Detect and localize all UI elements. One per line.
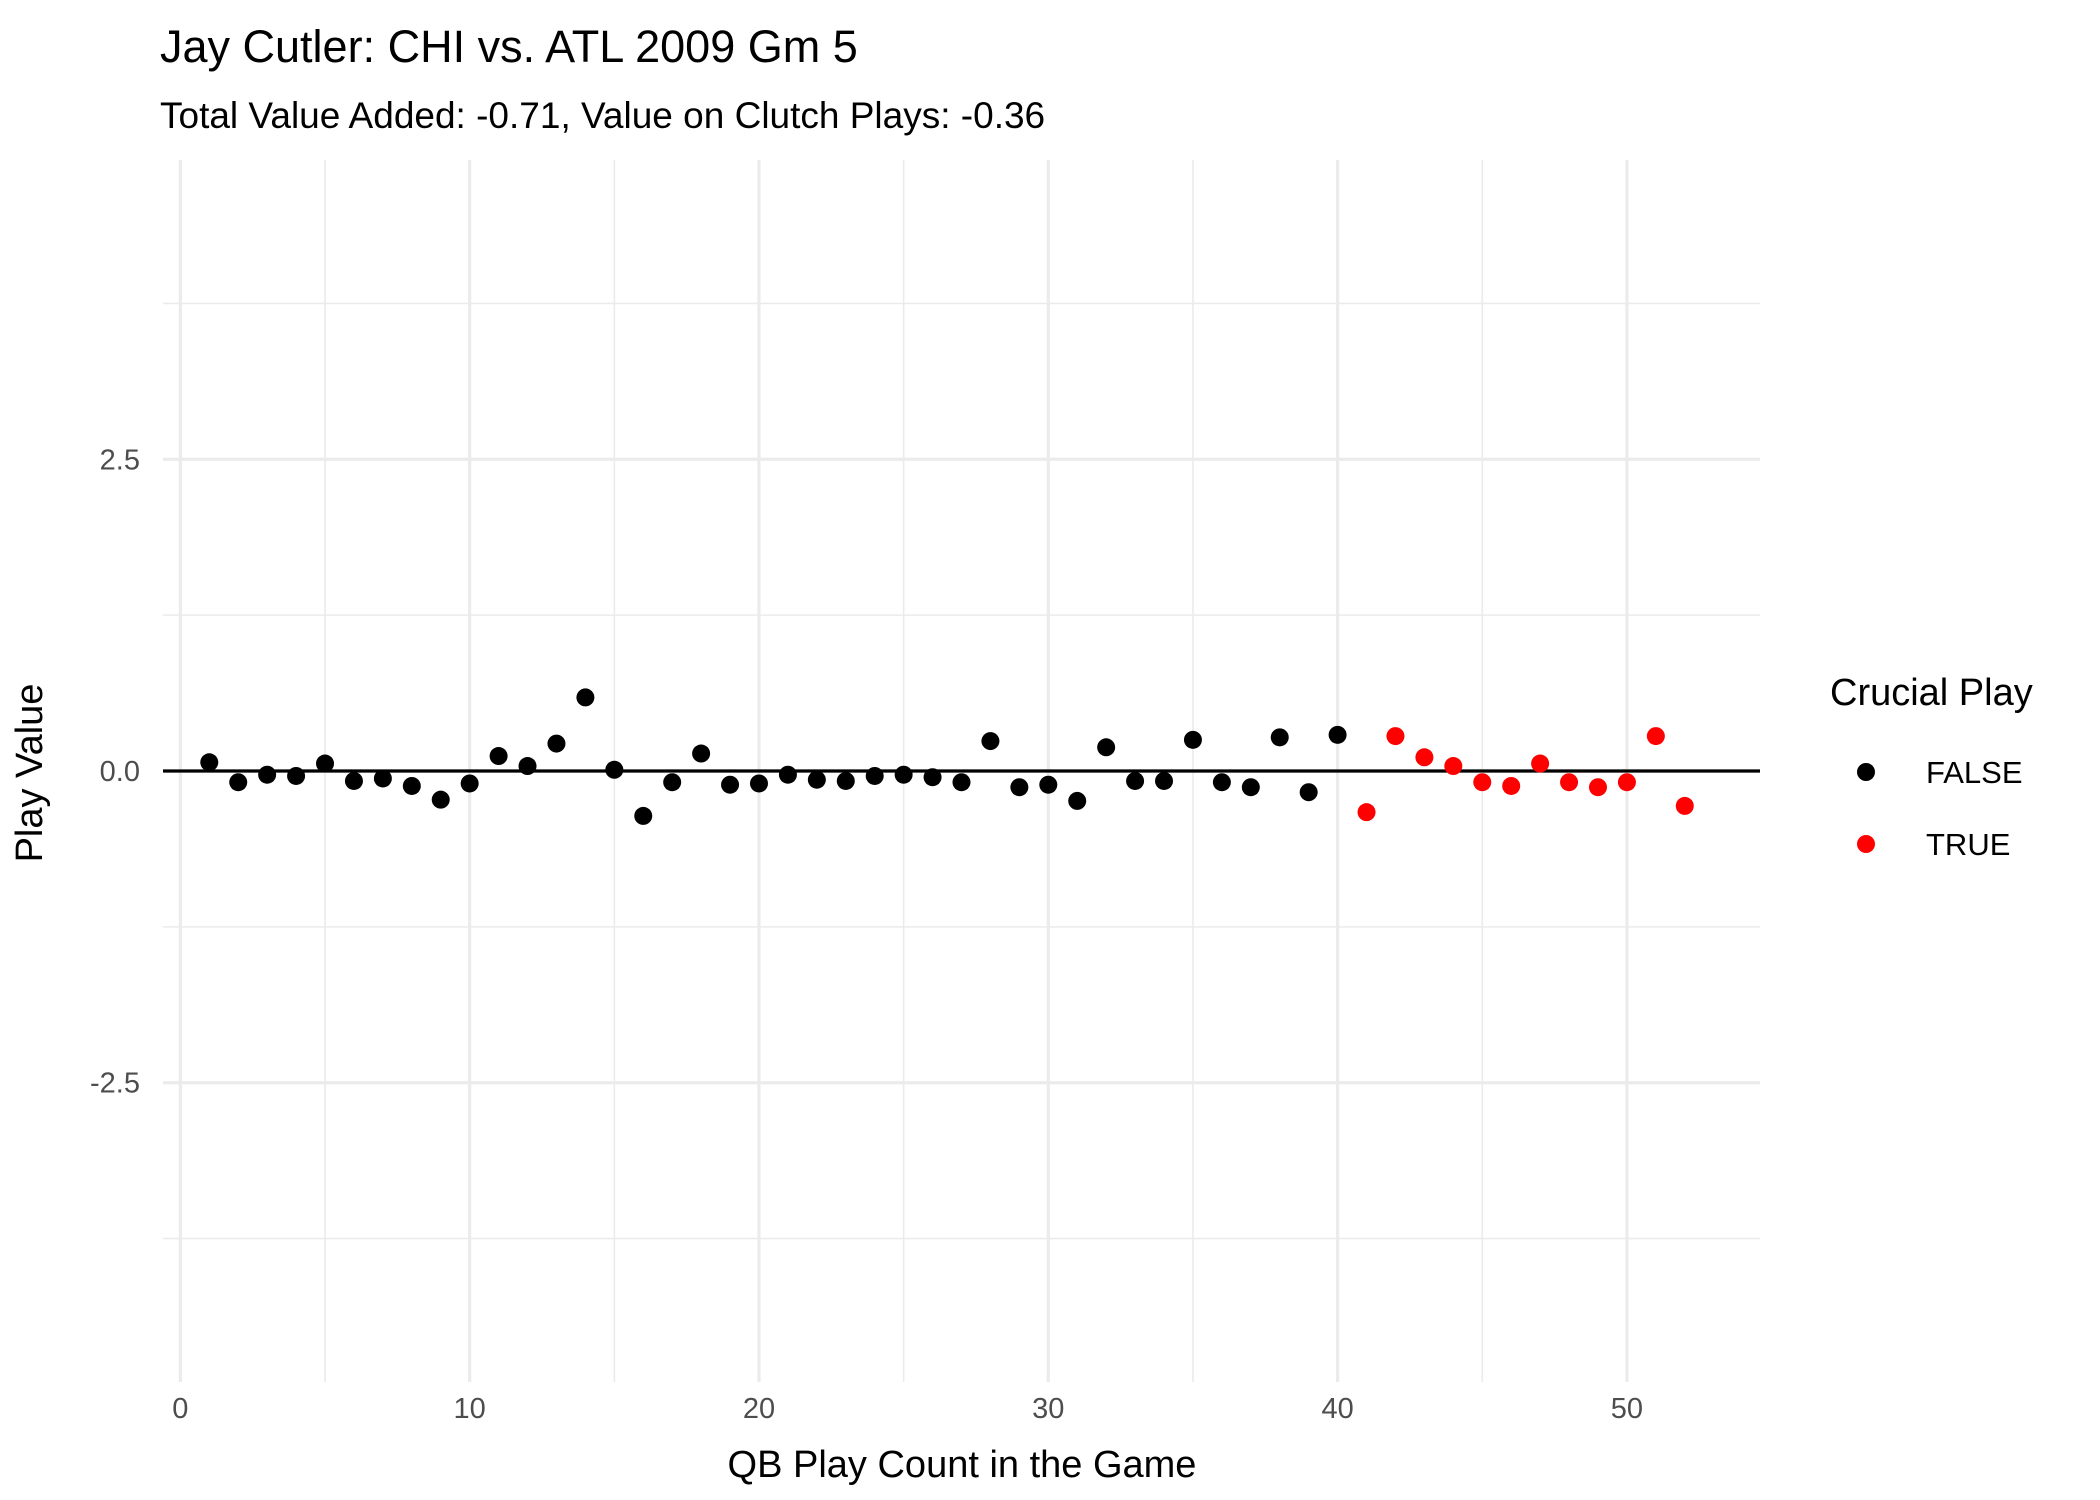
data-point-true — [1531, 754, 1550, 773]
data-point-false — [1068, 791, 1087, 810]
x-tick-label: 20 — [743, 1393, 775, 1425]
data-point-false — [634, 806, 653, 825]
data-point-false — [229, 773, 248, 792]
x-tick-label: 40 — [1321, 1393, 1353, 1425]
x-tick-label: 0 — [172, 1393, 188, 1425]
y-axis-title: Play Value — [9, 684, 51, 863]
data-point-false — [373, 769, 392, 788]
data-point-false — [692, 744, 711, 763]
legend-key-true — [1857, 835, 1875, 853]
data-point-false — [1270, 728, 1289, 747]
data-point-false — [807, 770, 826, 789]
data-point-false — [663, 773, 682, 792]
data-point-false — [1328, 725, 1347, 744]
data-point-true — [1675, 796, 1694, 815]
data-point-false — [1097, 738, 1116, 757]
data-point-false — [576, 688, 595, 707]
data-point-false — [1212, 773, 1231, 792]
data-point-false — [1010, 778, 1029, 797]
x-tick-label: 10 — [454, 1393, 486, 1425]
data-point-false — [894, 765, 913, 784]
data-point-false — [981, 732, 1000, 751]
data-point-true — [1617, 773, 1636, 792]
legend: Crucial Play FALSE TRUE — [1830, 672, 2033, 862]
legend-title: Crucial Play — [1830, 672, 2033, 714]
data-point-true — [1560, 773, 1579, 792]
data-point-false — [923, 768, 942, 787]
data-point-false — [1241, 778, 1260, 797]
chart-subtitle: Total Value Added: -0.71, Value on Clutc… — [160, 95, 1045, 136]
data-point-true — [1502, 776, 1521, 795]
y-axis-tick-labels: -2.5 0.0 2.5 — [90, 444, 140, 1099]
data-point-false — [460, 774, 479, 793]
data-point-false — [258, 765, 277, 784]
data-point-false — [200, 753, 219, 772]
data-point-false — [1183, 730, 1202, 749]
x-tick-label: 50 — [1611, 1393, 1643, 1425]
data-point-true — [1646, 727, 1665, 746]
data-point-false — [865, 766, 884, 785]
data-point-false — [1155, 771, 1174, 790]
legend-label-false: FALSE — [1926, 755, 2023, 790]
data-point-false — [489, 747, 508, 766]
data-point-false — [952, 773, 971, 792]
data-point-true — [1415, 748, 1434, 767]
y-tick-label: 0.0 — [100, 756, 140, 788]
data-point-false — [431, 790, 450, 809]
data-point-false — [749, 774, 768, 793]
data-point-false — [1299, 783, 1318, 802]
chart-title: Jay Cutler: CHI vs. ATL 2009 Gm 5 — [160, 21, 858, 72]
data-point-false — [402, 776, 421, 795]
data-point-false — [778, 765, 797, 784]
data-point-false — [287, 766, 306, 785]
x-tick-label: 30 — [1032, 1393, 1064, 1425]
data-point-false — [344, 771, 363, 790]
data-point-false — [518, 757, 537, 776]
data-point-false — [316, 754, 335, 773]
legend-key-false — [1857, 763, 1875, 781]
data-point-true — [1588, 778, 1607, 797]
data-point-true — [1386, 727, 1405, 746]
x-axis-tick-labels: 0 10 20 30 40 50 — [172, 1393, 1643, 1425]
data-point-false — [605, 760, 624, 779]
data-point-false — [547, 734, 566, 753]
data-point-true — [1357, 803, 1376, 822]
y-tick-label: 2.5 — [100, 444, 140, 476]
data-point-false — [1126, 771, 1145, 790]
legend-label-true: TRUE — [1926, 827, 2010, 862]
data-point-false — [1039, 775, 1058, 794]
x-axis-title: QB Play Count in the Game — [728, 1444, 1197, 1486]
data-point-true — [1444, 757, 1463, 776]
y-tick-label: -2.5 — [90, 1068, 140, 1100]
data-point-false — [836, 771, 855, 790]
data-point-true — [1473, 773, 1492, 792]
data-point-false — [721, 775, 740, 794]
data-points — [200, 688, 1694, 825]
